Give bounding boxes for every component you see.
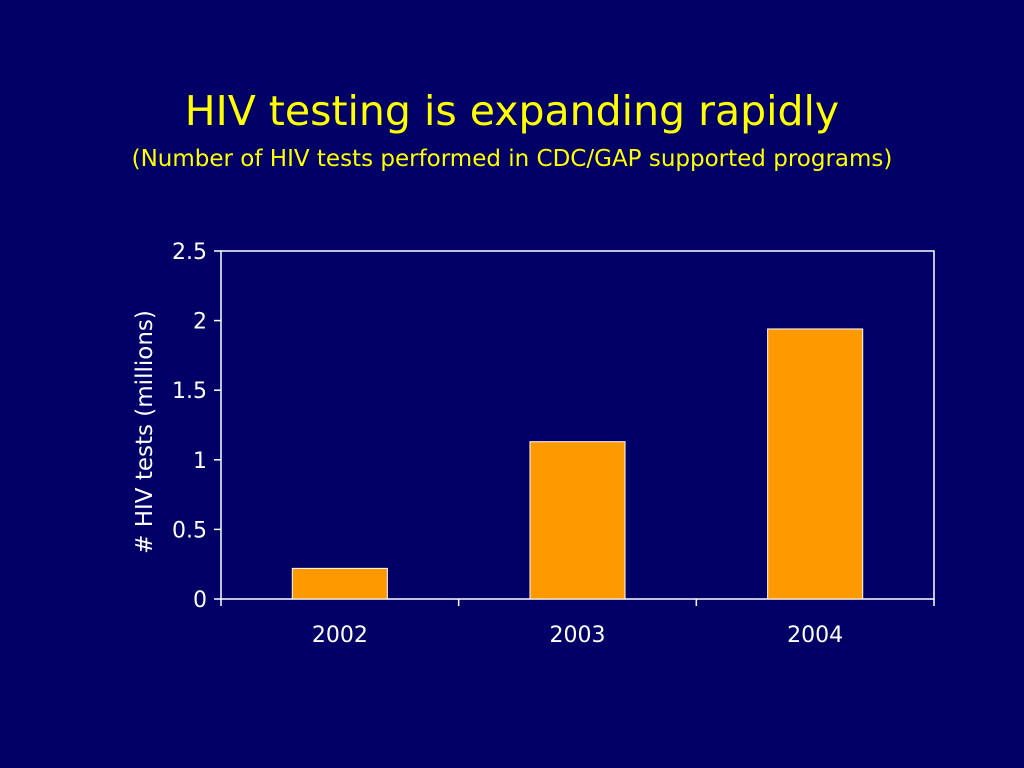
x-tick-label: 2002 <box>312 623 368 648</box>
bar-2004 <box>767 328 864 600</box>
y-tick-label: 2.5 <box>172 240 207 265</box>
slide-subtitle: (Number of HIV tests performed in CDC/GA… <box>131 146 893 172</box>
bar-series <box>291 328 864 600</box>
slide-title: HIV testing is expanding rapidly <box>184 87 840 135</box>
y-tick-label: 1 <box>193 449 207 474</box>
bar-2003 <box>529 441 626 600</box>
x-tick-label: 2004 <box>787 623 843 648</box>
y-tick-label: 0 <box>193 588 207 613</box>
y-tick-label: 0.5 <box>172 518 207 543</box>
bar-2002 <box>291 567 388 600</box>
y-tick-label: 1.5 <box>172 379 207 404</box>
x-tick-label: 2003 <box>550 623 606 648</box>
y-axis-label: # HIV tests (millions) <box>132 310 158 554</box>
y-tick-label: 2 <box>193 310 207 335</box>
y-axis: 0 0.5 1 1.5 2 2.5 <box>172 240 221 613</box>
x-axis: 2002 2003 2004 <box>220 599 935 648</box>
